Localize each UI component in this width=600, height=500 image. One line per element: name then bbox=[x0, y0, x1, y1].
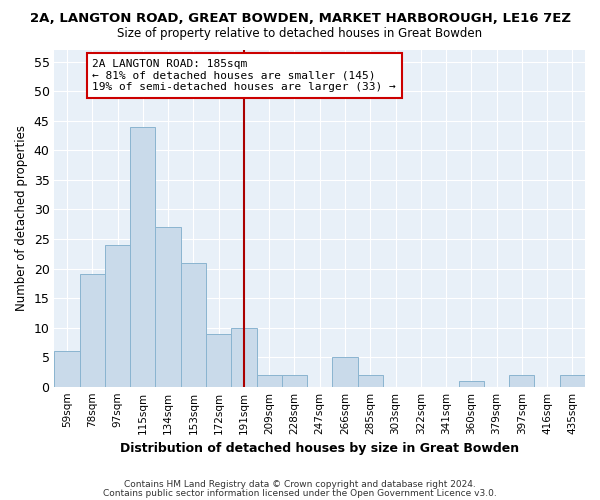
Bar bbox=[206, 334, 231, 386]
Bar bbox=[105, 245, 130, 386]
Bar bbox=[282, 375, 307, 386]
Y-axis label: Number of detached properties: Number of detached properties bbox=[15, 126, 28, 312]
Bar bbox=[509, 375, 535, 386]
Bar bbox=[231, 328, 257, 386]
Text: Contains public sector information licensed under the Open Government Licence v3: Contains public sector information licen… bbox=[103, 488, 497, 498]
Bar bbox=[181, 262, 206, 386]
Text: Contains HM Land Registry data © Crown copyright and database right 2024.: Contains HM Land Registry data © Crown c… bbox=[124, 480, 476, 489]
Bar bbox=[55, 351, 80, 386]
Bar bbox=[458, 381, 484, 386]
Bar bbox=[358, 375, 383, 386]
Text: Size of property relative to detached houses in Great Bowden: Size of property relative to detached ho… bbox=[118, 28, 482, 40]
X-axis label: Distribution of detached houses by size in Great Bowden: Distribution of detached houses by size … bbox=[120, 442, 519, 455]
Bar bbox=[155, 227, 181, 386]
Bar bbox=[332, 357, 358, 386]
Bar bbox=[130, 127, 155, 386]
Text: 2A LANGTON ROAD: 185sqm
← 81% of detached houses are smaller (145)
19% of semi-d: 2A LANGTON ROAD: 185sqm ← 81% of detache… bbox=[92, 59, 396, 92]
Text: 2A, LANGTON ROAD, GREAT BOWDEN, MARKET HARBOROUGH, LE16 7EZ: 2A, LANGTON ROAD, GREAT BOWDEN, MARKET H… bbox=[29, 12, 571, 26]
Bar bbox=[80, 274, 105, 386]
Bar bbox=[257, 375, 282, 386]
Bar bbox=[560, 375, 585, 386]
